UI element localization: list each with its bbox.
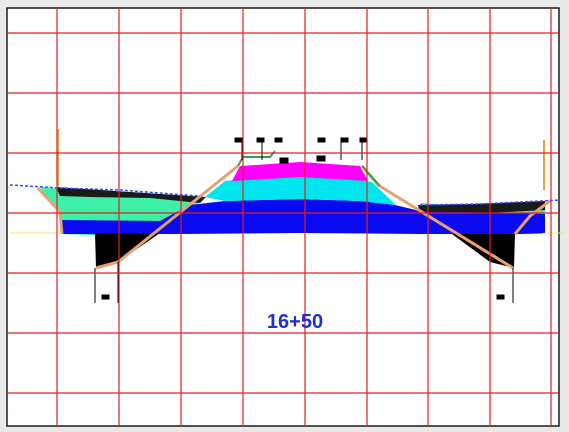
station-label: 16+50 [266, 311, 324, 333]
pavement-layer [232, 162, 368, 181]
right-cut-strip [418, 201, 545, 214]
base-layer [205, 177, 396, 205]
ground-line [9, 184, 201, 197]
grid [7, 8, 559, 426]
edge-ticks [57, 129, 545, 190]
subbase-layer [62, 199, 545, 234]
ground-line-right [419, 199, 561, 206]
cross-section [40, 162, 546, 268]
left-cut-strip [56, 187, 206, 203]
